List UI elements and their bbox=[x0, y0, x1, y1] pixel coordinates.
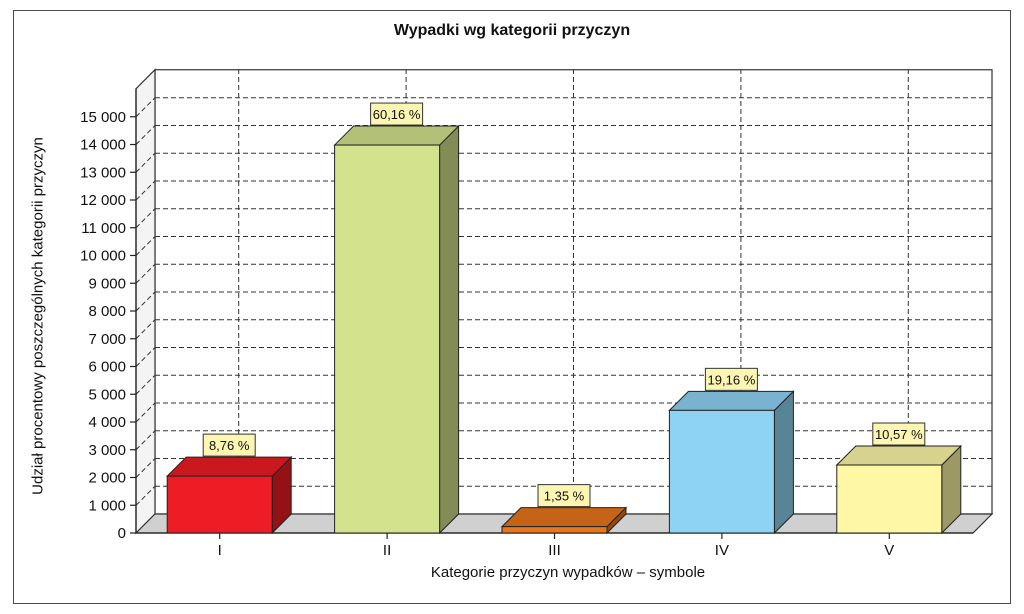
x-tick-label: II bbox=[383, 542, 391, 559]
grid-line-side bbox=[135, 263, 156, 284]
chart-title: Wypadki wg kategorii przyczyn bbox=[393, 22, 631, 39]
bar-side bbox=[773, 390, 794, 535]
y-tick-label: 15 000 bbox=[80, 109, 126, 126]
bar bbox=[836, 464, 943, 534]
y-tick-label: 10 000 bbox=[80, 248, 126, 265]
grid-line-side bbox=[135, 152, 156, 173]
bar-top bbox=[500, 507, 628, 528]
bar bbox=[668, 409, 775, 534]
grid-line-side bbox=[135, 458, 156, 478]
x-tick-label: V bbox=[884, 542, 894, 559]
grid-line-side bbox=[135, 97, 156, 118]
grid-line-side bbox=[135, 430, 156, 451]
data-label: 1,35 % bbox=[544, 489, 585, 504]
grid-line-side bbox=[135, 319, 156, 340]
data-label: 19,16 % bbox=[708, 372, 756, 387]
bar bbox=[501, 526, 608, 534]
y-tick-label: 11 000 bbox=[81, 220, 126, 237]
y-tick-label: 3 000 bbox=[88, 442, 126, 459]
bar-top bbox=[668, 390, 795, 411]
bar-top bbox=[165, 456, 293, 477]
data-label: 60,16 % bbox=[373, 107, 421, 122]
grid-line-side bbox=[135, 236, 156, 256]
data-label-box bbox=[537, 484, 591, 508]
x-tick-label: III bbox=[548, 542, 561, 559]
y-tick-label: 6 000 bbox=[88, 359, 126, 376]
y-tick-label: 13 000 bbox=[80, 164, 126, 181]
grid-line-side bbox=[135, 180, 156, 201]
y-tick-label: 14 000 bbox=[80, 137, 126, 154]
y-tick-label: 4 000 bbox=[88, 414, 126, 431]
x-axis-label: Kategorie przyczyn wypadków – symbole bbox=[430, 564, 706, 581]
y-tick-label: 2 000 bbox=[88, 470, 126, 487]
data-label-box bbox=[370, 102, 424, 126]
y-tick-label: 12 000 bbox=[80, 192, 126, 209]
y-tick-label: 9 000 bbox=[88, 275, 126, 292]
grid-line-side bbox=[135, 402, 156, 423]
y-tick-label: 8 000 bbox=[88, 303, 126, 320]
x-tick-label: IV bbox=[715, 542, 729, 559]
data-label: 10,57 % bbox=[875, 427, 923, 442]
bar-side bbox=[439, 124, 460, 535]
y-tick-label: 5 000 bbox=[88, 386, 126, 403]
data-label-box bbox=[704, 367, 758, 391]
grid-line-side bbox=[135, 291, 156, 312]
grid-line-side bbox=[135, 347, 156, 367]
bar bbox=[166, 475, 273, 534]
side-wall bbox=[135, 68, 156, 535]
y-tick-label: 0 bbox=[118, 525, 126, 542]
data-label-box bbox=[202, 433, 256, 457]
grid-line-side bbox=[135, 374, 156, 395]
chart-frame bbox=[13, 10, 1011, 604]
bar bbox=[334, 144, 441, 534]
bar-top bbox=[835, 445, 963, 466]
grid-line-side bbox=[135, 208, 156, 229]
grid-line-side bbox=[135, 485, 156, 506]
y-tick-label: 1 000 bbox=[88, 497, 126, 514]
bar-top bbox=[333, 125, 460, 146]
data-label-box bbox=[872, 422, 926, 446]
x-tick-label: I bbox=[218, 542, 222, 559]
y-tick-label: 7 000 bbox=[88, 331, 126, 348]
grid-line-side bbox=[135, 125, 156, 145]
data-label: 8,76 % bbox=[209, 438, 250, 453]
